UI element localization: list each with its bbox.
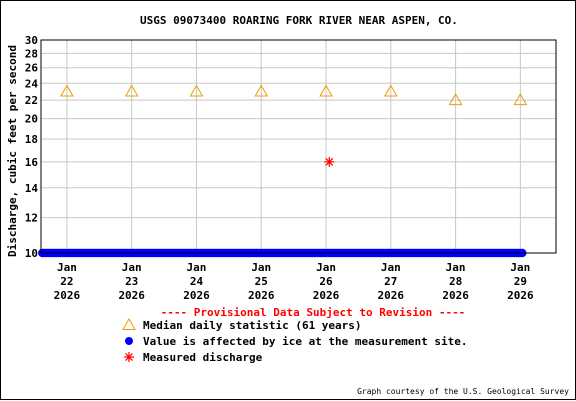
median-point — [60, 84, 74, 97]
x-tick-labels: Jan222026Jan232026Jan242026Jan252026Jan2… — [54, 261, 534, 302]
median-point — [383, 84, 398, 97]
x-tick-label-line: 2026 — [507, 289, 534, 302]
y-tick-label: 28 — [25, 47, 38, 60]
provisional-note: ---- Provisional Data Subject to Revisio… — [161, 306, 466, 319]
x-tick-label-line: Jan — [316, 261, 336, 274]
x-tick-label-line: 22 — [60, 275, 73, 288]
asterisk-stroke — [125, 353, 133, 361]
y-tick-label: 16 — [25, 156, 39, 169]
x-tick-label-line: Jan — [446, 261, 466, 274]
x-tick-label-line: 25 — [255, 275, 268, 288]
median-point — [189, 84, 204, 97]
legend-label: Value is affected by ice at the measurem… — [143, 335, 468, 348]
x-tick-label-line: Jan — [381, 261, 401, 274]
x-tick-label-line: Jan — [57, 261, 77, 274]
median-point — [448, 93, 463, 106]
y-tick-label: 26 — [25, 62, 39, 75]
chart-title: USGS 09073400 ROARING FORK RIVER NEAR AS… — [140, 14, 458, 27]
plot-border — [40, 39, 557, 254]
legend-asterisk-icon — [124, 352, 134, 362]
series-layer — [38, 84, 528, 258]
y-tick-label: 24 — [25, 77, 39, 90]
x-tick-label-line: Jan — [187, 261, 207, 274]
y-tick-label: 30 — [25, 34, 38, 47]
x-tick-label-line: 24 — [190, 275, 204, 288]
y-tick-label: 10 — [25, 247, 38, 260]
median-point — [124, 84, 139, 97]
x-tick-label-line: 23 — [125, 275, 138, 288]
median-point — [513, 93, 528, 106]
x-tick-label-line: 28 — [449, 275, 462, 288]
y-axis-label: Discharge, cubic feet per second — [6, 45, 19, 257]
x-tick-label-line: Jan — [510, 261, 530, 274]
x-tick-label-line: 26 — [319, 275, 333, 288]
x-tick-label-line: 2026 — [118, 289, 145, 302]
x-tick-label-line: 27 — [384, 275, 397, 288]
y-tick-label: 20 — [25, 113, 38, 126]
median-point — [319, 84, 333, 97]
credit-text: Graph courtesy of the U.S. Geological Su… — [357, 387, 569, 396]
x-tick-label-line: 2026 — [442, 289, 469, 302]
median-point — [254, 84, 269, 97]
grid-lines — [41, 39, 556, 254]
x-tick-label-line: 2026 — [183, 289, 210, 302]
legend-triangle-icon — [122, 317, 136, 330]
x-tick-label-line: 29 — [514, 275, 527, 288]
asterisk-stroke — [325, 157, 334, 166]
y-tick-label: 22 — [25, 94, 38, 107]
x-tick-label-line: Jan — [251, 261, 271, 274]
legend-label: Median daily statistic (61 years) — [143, 319, 362, 332]
y-tick-label: 18 — [25, 133, 38, 146]
y-tick-label: 12 — [25, 212, 38, 225]
x-tick-label-line: Jan — [122, 261, 142, 274]
legend-label: Measured discharge — [143, 351, 263, 364]
x-tick-label-line: 2026 — [248, 289, 275, 302]
x-tick-label-line: 2026 — [313, 289, 340, 302]
legend: Median daily statistic (61 years) Value i… — [122, 317, 468, 364]
x-tick-label-line: 2026 — [54, 289, 81, 302]
x-tick-label-line: 2026 — [378, 289, 405, 302]
legend-dot-icon — [125, 337, 133, 345]
measured-discharge-point — [324, 156, 335, 167]
y-tick-label: 14 — [25, 182, 39, 195]
